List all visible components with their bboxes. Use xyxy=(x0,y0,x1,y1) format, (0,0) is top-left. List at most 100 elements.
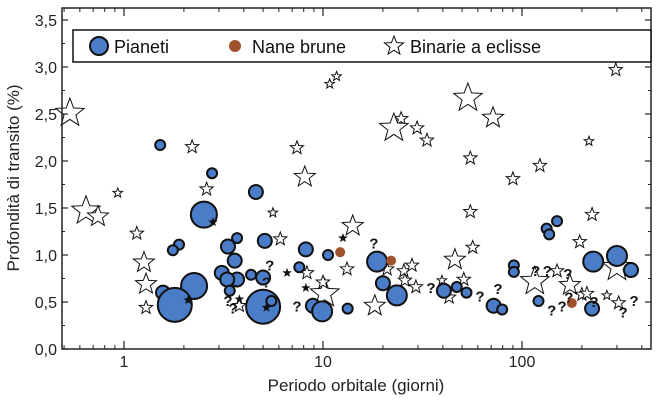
plot-marks: ?????????????????? xyxy=(54,61,640,325)
binary-star-point xyxy=(378,111,410,142)
y-tick-label: 1,0 xyxy=(35,248,57,265)
binary-star-point xyxy=(455,270,472,287)
planet-point xyxy=(507,265,520,278)
brown-dwarf-point xyxy=(386,255,397,266)
binary-star-point xyxy=(54,96,86,127)
binary-star-point xyxy=(409,119,426,135)
brown-dwarf-point xyxy=(335,247,346,258)
binary-star-point xyxy=(323,77,336,90)
legend-brown-dwarf-marker xyxy=(229,40,241,52)
planet-point xyxy=(385,284,408,307)
unknown-point: ? xyxy=(475,288,484,305)
planet-point xyxy=(219,238,236,255)
unknown-point: ? xyxy=(547,302,556,319)
legend-brown-dwarfs-label: Nane brune xyxy=(252,37,346,57)
binary-star-point xyxy=(86,204,110,227)
binary-star-point xyxy=(531,157,548,173)
legend-binary-star-icon xyxy=(383,34,405,56)
binary-star-point xyxy=(362,293,387,316)
unknown-point: ? xyxy=(531,263,540,280)
binary-star-point xyxy=(504,170,521,186)
binary-star-point xyxy=(70,194,102,225)
binary-star-point xyxy=(549,262,566,278)
binary-star-point xyxy=(607,61,624,77)
planet-point xyxy=(311,300,334,323)
planet-point xyxy=(584,300,601,317)
legend-box xyxy=(72,29,652,63)
binary-star-point xyxy=(330,69,343,82)
unknown-point: ? xyxy=(292,299,301,316)
binary-star-point xyxy=(418,131,435,148)
binary-star-point xyxy=(403,256,420,273)
planet-point xyxy=(245,268,258,281)
binary-star-filled-point xyxy=(301,282,311,292)
planet-point xyxy=(623,262,640,279)
binary-star-point xyxy=(340,213,365,236)
planet-point xyxy=(322,249,335,261)
unknown-point: ? xyxy=(262,274,271,291)
planet-point xyxy=(223,284,236,297)
brown-dwarf-point xyxy=(566,297,577,308)
binary-star-point xyxy=(462,203,479,219)
planet-point xyxy=(543,228,556,241)
binary-star-point xyxy=(338,260,356,276)
planet-point xyxy=(166,244,179,257)
unknown-point: ? xyxy=(630,293,639,310)
planet-point xyxy=(154,139,167,152)
x-tick-label: 1 xyxy=(120,354,129,371)
binary-star-point xyxy=(435,273,449,286)
planet-point xyxy=(226,252,243,269)
unknown-point: ? xyxy=(618,304,627,321)
planet-point xyxy=(460,286,473,299)
planet-point xyxy=(293,261,306,274)
binary-star-point xyxy=(288,139,305,155)
y-tick-label: 3,5 xyxy=(35,13,57,30)
planet-point xyxy=(247,184,264,201)
unknown-point: ? xyxy=(557,299,566,316)
unknown-point: ? xyxy=(426,280,435,297)
binary-star-point xyxy=(231,297,248,313)
binary-star-point xyxy=(610,294,627,310)
y-tick-label: 3,0 xyxy=(35,60,57,77)
x-tick-label: 100 xyxy=(509,354,536,371)
unknown-point: ? xyxy=(589,294,598,311)
planet-point xyxy=(256,232,273,249)
legend-planet-marker xyxy=(89,36,109,56)
legend-planets-label: Pianeti xyxy=(114,37,169,57)
binary-star-point xyxy=(292,164,317,188)
planet-point xyxy=(532,295,545,308)
binary-star-point xyxy=(396,271,413,288)
unknown-point: ? xyxy=(563,266,572,283)
plot-frame xyxy=(61,7,652,350)
binary-star-point xyxy=(309,277,341,307)
legend-binaries-label: Binarie a eclisse xyxy=(410,37,541,57)
binary-star-point xyxy=(600,288,613,301)
binary-star-point xyxy=(111,186,124,199)
unknown-point: ? xyxy=(493,281,502,298)
y-tick-label: 0,5 xyxy=(35,295,57,312)
planet-point xyxy=(605,244,628,267)
planet-point xyxy=(265,295,278,308)
planet-point xyxy=(156,286,193,323)
y-tick-label: 0,0 xyxy=(35,342,57,359)
y-tick-label: 2,0 xyxy=(35,154,57,171)
binary-star-point xyxy=(266,206,279,218)
planet-point xyxy=(450,280,463,293)
binary-star-filled-point xyxy=(282,267,292,277)
binary-star-point xyxy=(128,224,145,241)
y-tick-label: 2,5 xyxy=(35,107,57,124)
binary-star-point xyxy=(314,273,332,290)
unknown-point: ? xyxy=(223,293,232,310)
y-tick-label: 1,5 xyxy=(35,201,57,218)
legend: Pianeti Nane brune Binarie a eclisse xyxy=(72,29,652,63)
binary-star-filled-point xyxy=(208,217,218,227)
unknown-point: ? xyxy=(564,289,573,306)
planet-point xyxy=(582,250,605,273)
binary-star-point xyxy=(132,250,156,273)
binary-star-point xyxy=(584,206,601,222)
binary-star-point xyxy=(137,299,155,315)
binary-star-point xyxy=(452,81,484,112)
binary-star-point xyxy=(443,247,467,270)
binary-star-point xyxy=(519,264,551,295)
